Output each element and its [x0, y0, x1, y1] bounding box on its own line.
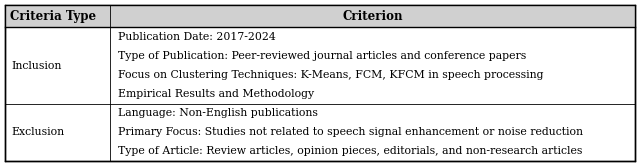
Text: Type of Publication: Peer-reviewed journal articles and conference papers: Type of Publication: Peer-reviewed journ… — [118, 51, 526, 61]
Text: Type of Article: Review articles, opinion pieces, editorials, and non-research a: Type of Article: Review articles, opinio… — [118, 146, 582, 157]
Text: Inclusion: Inclusion — [12, 61, 62, 71]
Bar — [5, 5, 635, 27]
Text: Focus on Clustering Techniques: K-Means, FCM, KFCM in speech processing: Focus on Clustering Techniques: K-Means,… — [118, 70, 543, 80]
Text: Language: Non-English publications: Language: Non-English publications — [118, 108, 317, 118]
Text: Publication Date: 2017-2024: Publication Date: 2017-2024 — [118, 32, 275, 42]
Text: Exclusion: Exclusion — [12, 127, 65, 137]
Text: Primary Focus: Studies not related to speech signal enhancement or noise reducti: Primary Focus: Studies not related to sp… — [118, 127, 583, 137]
Text: Criteria Type: Criteria Type — [10, 10, 97, 23]
Text: Criterion: Criterion — [342, 10, 403, 23]
Text: Empirical Results and Methodology: Empirical Results and Methodology — [118, 89, 314, 99]
